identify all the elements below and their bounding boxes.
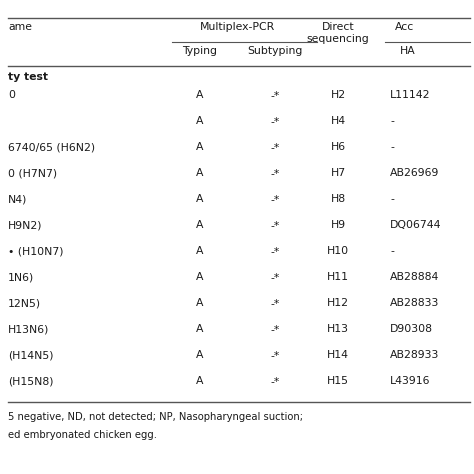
Text: A: A (196, 324, 204, 334)
Text: N4): N4) (8, 194, 27, 204)
Text: H11: H11 (327, 272, 349, 282)
Text: H12: H12 (327, 298, 349, 308)
Text: ed embryonated chicken egg.: ed embryonated chicken egg. (8, 430, 157, 440)
Text: Acc: Acc (395, 22, 414, 32)
Text: H15: H15 (327, 376, 349, 386)
Text: H2: H2 (330, 90, 346, 100)
Text: H13N6): H13N6) (8, 324, 49, 334)
Text: -: - (390, 116, 394, 126)
Text: H14: H14 (327, 350, 349, 360)
Text: -*: -* (270, 168, 280, 178)
Text: L43916: L43916 (390, 376, 430, 386)
Text: A: A (196, 220, 204, 230)
Text: H7: H7 (330, 168, 346, 178)
Text: Multiplex-PCR: Multiplex-PCR (200, 22, 275, 32)
Text: -*: -* (270, 220, 280, 230)
Text: -: - (390, 246, 394, 256)
Text: H6: H6 (330, 142, 346, 152)
Text: -*: -* (270, 272, 280, 282)
Text: Subtyping: Subtyping (247, 46, 303, 56)
Text: A: A (196, 142, 204, 152)
Text: AB28933: AB28933 (390, 350, 439, 360)
Text: H8: H8 (330, 194, 346, 204)
Text: HA: HA (400, 46, 416, 56)
Text: -*: -* (270, 116, 280, 126)
Text: 0: 0 (8, 90, 15, 100)
Text: (H14N5): (H14N5) (8, 350, 54, 360)
Text: H10: H10 (327, 246, 349, 256)
Text: AB28833: AB28833 (390, 298, 439, 308)
Text: H9: H9 (330, 220, 346, 230)
Text: (H15N8): (H15N8) (8, 376, 54, 386)
Text: -: - (390, 194, 394, 204)
Text: 6740/65 (H6N2): 6740/65 (H6N2) (8, 142, 95, 152)
Text: A: A (196, 350, 204, 360)
Text: 0 (H7N7): 0 (H7N7) (8, 168, 57, 178)
Text: H13: H13 (327, 324, 349, 334)
Text: A: A (196, 272, 204, 282)
Text: ty test: ty test (8, 72, 48, 82)
Text: A: A (196, 90, 204, 100)
Text: H9N2): H9N2) (8, 220, 43, 230)
Text: -*: -* (270, 324, 280, 334)
Text: -*: -* (270, 246, 280, 256)
Text: -*: -* (270, 194, 280, 204)
Text: A: A (196, 168, 204, 178)
Text: A: A (196, 376, 204, 386)
Text: A: A (196, 116, 204, 126)
Text: AB26969: AB26969 (390, 168, 439, 178)
Text: Direct
sequencing: Direct sequencing (307, 22, 369, 44)
Text: A: A (196, 194, 204, 204)
Text: DQ06744: DQ06744 (390, 220, 441, 230)
Text: -: - (390, 142, 394, 152)
Text: -*: -* (270, 142, 280, 152)
Text: 1N6): 1N6) (8, 272, 34, 282)
Text: 12N5): 12N5) (8, 298, 41, 308)
Text: A: A (196, 298, 204, 308)
Text: ame: ame (8, 22, 32, 32)
Text: -*: -* (270, 298, 280, 308)
Text: • (H10N7): • (H10N7) (8, 246, 64, 256)
Text: -*: -* (270, 350, 280, 360)
Text: A: A (196, 246, 204, 256)
Text: H4: H4 (330, 116, 346, 126)
Text: L11142: L11142 (390, 90, 430, 100)
Text: Typing: Typing (182, 46, 218, 56)
Text: D90308: D90308 (390, 324, 433, 334)
Text: -*: -* (270, 376, 280, 386)
Text: 5 negative, ND, not detected; NP, Nasopharyngeal suction;: 5 negative, ND, not detected; NP, Nasoph… (8, 412, 303, 422)
Text: -*: -* (270, 90, 280, 100)
Text: AB28884: AB28884 (390, 272, 439, 282)
